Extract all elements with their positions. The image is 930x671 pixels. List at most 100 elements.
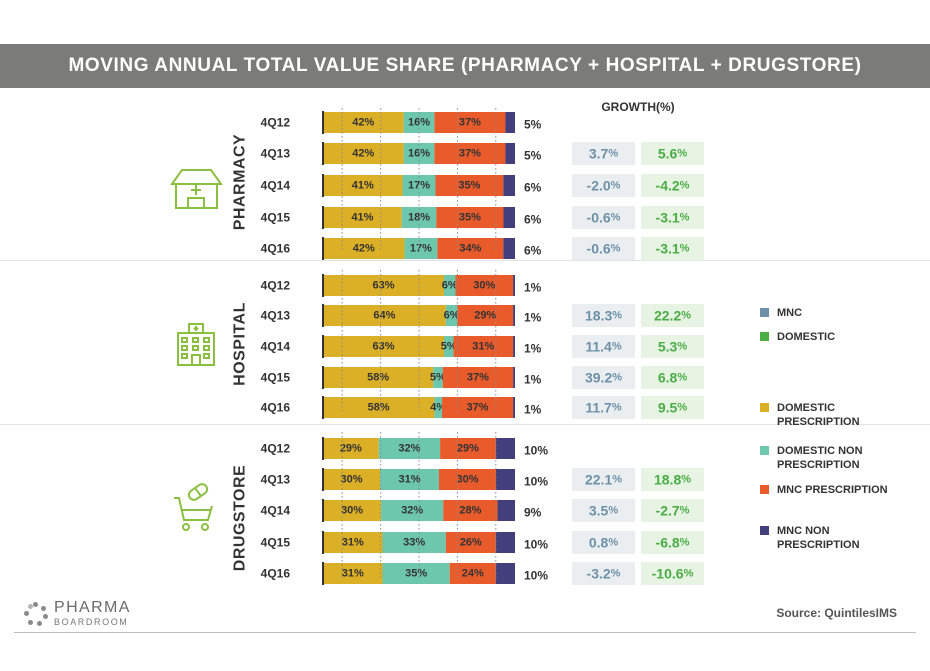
bar-value-label: 1% [524,403,542,417]
bar-value-label: 58% [368,402,390,414]
growth-number: 9.5 [658,400,678,416]
bar-segment [443,275,456,296]
growth-number: -10.6 [652,566,684,582]
growth-number: -3.1 [656,241,680,257]
bar-segment [497,500,515,521]
bar-segment [323,397,435,418]
growth-mnc-box [572,396,635,419]
bar-value-label: 41% [352,180,374,192]
growth-mnc-box [572,304,635,327]
bar-segment [503,238,515,259]
growth-mnc-value: -2.0% [587,178,621,194]
growth-number: 18.8 [654,472,681,488]
bar-value-label: 1% [524,373,542,387]
period-label: 4Q12 [261,279,291,293]
bar-segment [513,275,515,296]
bar-segment [513,397,515,418]
bar-axis-edge [322,174,324,197]
bar-segment [495,438,515,459]
legend-label: MNC PRESCRIPTION [777,484,888,496]
growth-mnc-value: -3.2% [587,566,621,582]
bar-axis-edge [322,562,324,585]
legend-label: DOMESTIC NON PRESCRIPTION [777,445,863,471]
bar-segment [323,175,403,196]
period-label: 4Q14 [261,179,291,193]
pharmacy-building-icon [170,169,223,209]
growth-mnc-value: 18.3% [585,308,622,324]
growth-domestic-box [641,562,704,585]
period-label: 4Q15 [261,371,291,385]
bar-segment [323,367,434,388]
bar-segment [503,207,515,228]
bar-segment [323,469,381,490]
bar-value-label: 42% [353,243,375,255]
growth-mnc-box [572,531,635,554]
bar-value-label: 35% [459,212,481,224]
bar-value-label: 31% [398,474,420,486]
growth-mnc-value: 0.8% [589,535,618,551]
legend-label-line: MNC PRESCRIPTION [777,484,888,496]
bar-value-label: 37% [459,117,481,129]
growth-domestic-value: 5.3% [658,339,687,355]
bar-value-label: 1% [524,281,542,295]
growth-number: -2.7 [656,503,680,519]
legend-swatch [760,403,769,412]
growth-header: GROWTH(%) [601,100,674,114]
growth-number: 39.2 [585,370,612,386]
growth-domestic-value: -2.7% [656,503,690,519]
bar-segment [445,532,496,553]
bar-value-label: 5% [441,341,457,353]
bar-value-label: 5% [430,372,446,384]
growth-number: -0.6 [587,210,611,226]
bar-axis-edge [322,396,324,419]
logo-text-sub: BOARDROOM [54,617,129,627]
growth-domestic-value: 5.6% [658,146,687,162]
bar-value-label: 37% [459,148,481,160]
growth-mnc-box [572,562,635,585]
bar-value-label: 29% [340,443,362,455]
growth-domestic-value: 6.8% [658,370,687,386]
growth-number: 22.2 [654,308,681,324]
legend-label: MNC [777,307,802,319]
bar-segment [403,112,435,133]
period-label: 4Q16 [261,242,291,256]
bar-segment [434,143,506,164]
logo-text-main: PHARMA [54,599,131,616]
bar-segment [380,469,439,490]
growth-number: 22.1 [585,472,612,488]
bar-segment [381,500,444,521]
growth-number: -6.8 [656,535,680,551]
growth-domestic-box [641,335,704,358]
bar-segment [503,175,515,196]
legend-label-line: PRESCRIPTION [777,459,860,471]
growth-mnc-box [572,366,635,389]
period-label: 4Q12 [261,116,291,130]
bar-value-label: 32% [401,505,423,517]
bar-axis-edge [322,142,324,165]
bar-segment [323,238,405,259]
bar-segment [323,563,383,584]
bar-segment [433,367,443,388]
bar-segment [495,469,515,490]
growth-mnc-value: 22.1% [585,472,622,488]
growth-number: 5.6 [658,146,678,162]
bar-value-label: 35% [405,568,427,580]
bar-axis-edge [322,274,324,297]
legend-label: DOMESTIC PRESCRIPTION [777,402,860,428]
bar-segment [434,112,506,133]
bar-segment [513,336,515,357]
period-label: 4Q15 [261,211,291,225]
bar-value-label: 17% [410,243,432,255]
bar-value-label: 30% [473,280,495,292]
bar-value-label: 32% [398,443,420,455]
growth-domestic-value: -6.8% [656,535,690,551]
period-label: 4Q16 [261,567,291,581]
bar-axis-edge [322,335,324,358]
bar-axis-edge [322,366,324,389]
growth-domestic-box [641,206,704,229]
legend-swatch [760,446,769,455]
growth-number: -0.6 [587,241,611,257]
bar-value-label: 34% [459,243,481,255]
growth-mnc-value: -0.6% [587,210,621,226]
